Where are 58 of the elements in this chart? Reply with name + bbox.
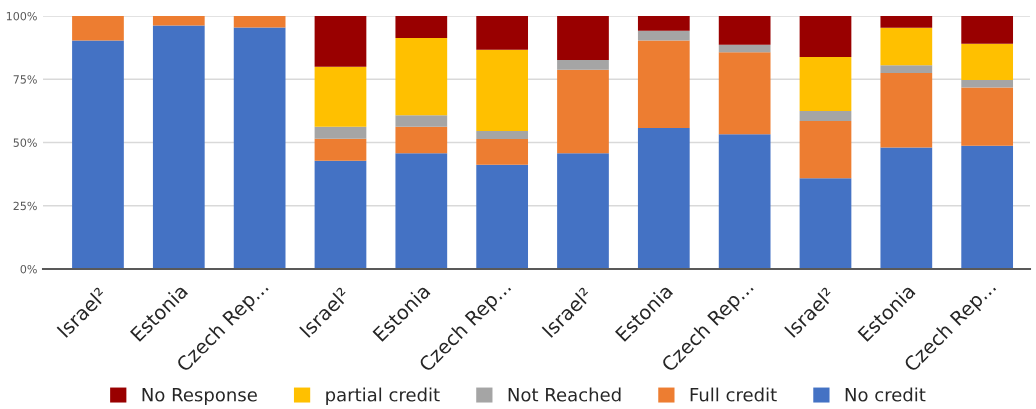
bar [476, 16, 529, 50]
bar [880, 16, 933, 28]
bar [880, 65, 933, 73]
bar [476, 138, 529, 165]
bar [961, 145, 1014, 269]
bar [718, 52, 771, 135]
bar [799, 56, 852, 111]
bar [799, 110, 852, 121]
bar [961, 87, 1014, 146]
y-tick-label: 25% [13, 201, 37, 211]
bar [314, 126, 367, 139]
bar [718, 134, 771, 269]
bar [961, 43, 1014, 81]
legend-label: partial credit [326, 387, 440, 406]
bar [637, 16, 690, 31]
bar [637, 30, 690, 41]
bar [476, 131, 529, 139]
bar [718, 16, 771, 45]
bar [314, 138, 367, 161]
bar [395, 38, 448, 116]
bar [557, 16, 609, 61]
bar [637, 40, 690, 129]
bar [395, 153, 448, 269]
bar [880, 72, 933, 148]
bar [718, 44, 771, 53]
bar [314, 16, 367, 67]
legend-label: No credit [845, 387, 926, 402]
bar [799, 178, 852, 269]
y-tick-label: 100% [6, 11, 37, 21]
bar [961, 80, 1014, 88]
y-tick-label: 0% [20, 264, 37, 274]
bar [557, 60, 609, 70]
y-tick-label: 50% [13, 138, 37, 147]
legend-label: Full credit [690, 387, 777, 402]
y-tick-label: 75% [13, 75, 37, 84]
bar [152, 25, 205, 269]
bar [72, 40, 124, 269]
bar [476, 49, 529, 132]
bar [557, 69, 609, 154]
bar [72, 16, 124, 41]
bar [880, 147, 933, 269]
bar [799, 16, 852, 57]
legend-label: No Response [142, 388, 257, 406]
bar [395, 16, 448, 39]
bar [314, 66, 367, 127]
bar [799, 120, 852, 179]
bar [233, 16, 286, 28]
bar [961, 16, 1014, 44]
bar [395, 126, 448, 154]
bar [476, 164, 529, 269]
bar [395, 115, 448, 127]
bar [880, 27, 933, 66]
bar [152, 16, 205, 26]
bar [557, 153, 609, 269]
legend-label: Not Reached [508, 387, 621, 402]
bar [314, 160, 367, 269]
bar [233, 27, 286, 269]
bar [637, 128, 690, 269]
